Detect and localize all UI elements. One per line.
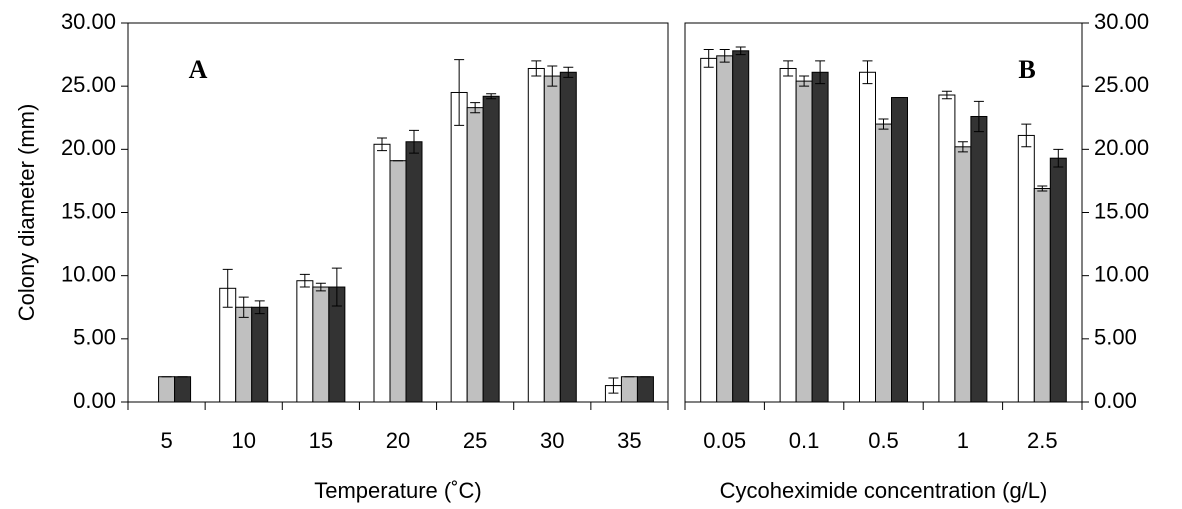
y-tick-label: 10.00 [61,261,116,286]
error-bar [238,296,249,318]
error-bar [719,49,730,63]
error-bar [454,59,465,126]
bar [158,376,176,403]
bar [970,115,988,403]
bar [795,80,813,403]
y-tick-label: 20.00 [1094,135,1149,160]
error-bar [315,282,326,292]
bar [174,376,192,403]
y-tick-label: 0.00 [1094,388,1137,413]
y-tick-label: 0.00 [73,388,116,413]
y-tick-label: 15.00 [1094,198,1149,223]
error-bar [531,60,542,77]
bar [312,286,330,403]
error-bar [878,118,889,130]
error-bar [815,60,826,85]
y-tick-label: 5.00 [73,325,116,350]
bar [1017,134,1035,403]
bar [716,55,734,403]
x-tick-label: 20 [386,428,410,453]
x-tick-label: 0.1 [789,428,820,453]
error-bar [486,93,497,100]
bar [389,160,407,403]
error-bar [941,90,952,100]
bar [527,67,545,403]
error-bar [957,141,968,153]
x-axis-label: Cycoheximide concentration (g/L) [720,478,1048,503]
bar [636,376,654,403]
error-bar [254,300,265,315]
error-bar [1037,185,1048,192]
error-bar [470,102,481,114]
y-tick-label: 15.00 [61,198,116,223]
bar [450,91,468,403]
x-tick-label: 0.5 [868,428,899,453]
error-bar [783,60,794,77]
error-bar [1053,148,1064,168]
x-tick-label: 30 [540,428,564,453]
y-tick-label: 5.00 [1094,325,1137,350]
error-bar [608,377,619,394]
bar [938,94,956,403]
error-bar [862,60,873,85]
x-tick-label: 1 [957,428,969,453]
error-bar [973,100,984,133]
bar [811,71,829,403]
x-tick-label: 15 [309,428,333,453]
bar [700,57,718,403]
error-bar [547,65,558,87]
error-bar [799,75,810,87]
bar [559,71,577,403]
y-axis-label: Colony diameter (mm) [14,104,39,322]
bar [296,280,314,403]
bar [482,95,500,403]
x-tick-label: 0.05 [703,428,746,453]
x-tick-label: 25 [463,428,487,453]
error-bar [703,49,714,68]
bar [732,50,750,403]
error-bar [409,129,419,154]
x-axis-label: Temperature (˚C) [314,478,481,503]
bar [891,97,908,403]
error-bar [735,46,746,56]
bar [1033,187,1051,403]
bar [859,71,876,403]
y-tick-label: 20.00 [61,135,116,160]
bar [373,143,391,403]
error-bar [1021,123,1032,148]
bar [235,306,253,403]
bar [875,123,892,403]
y-tick-label: 10.00 [1094,261,1149,286]
bar [405,141,423,403]
bar [779,67,797,403]
y-tick-label: 30.00 [61,9,116,34]
x-tick-label: 35 [617,428,641,453]
bar [466,107,484,403]
bar [251,306,269,403]
y-tick-label: 30.00 [1094,9,1149,34]
x-tick-label: 10 [231,428,255,453]
panel-label: B [1018,55,1035,84]
error-bar [222,268,233,308]
error-bar [299,273,310,288]
y-tick-label: 25.00 [1094,72,1149,97]
error-bar [331,267,342,307]
bar [954,146,972,403]
bar [1049,157,1067,403]
error-bar [563,66,574,78]
bar [543,75,561,403]
bar [620,376,638,403]
y-tick-label: 25.00 [61,72,116,97]
panel-label: A [189,55,208,84]
x-tick-label: 5 [160,428,172,453]
error-bar [377,137,387,152]
x-tick-label: 2.5 [1027,428,1058,453]
